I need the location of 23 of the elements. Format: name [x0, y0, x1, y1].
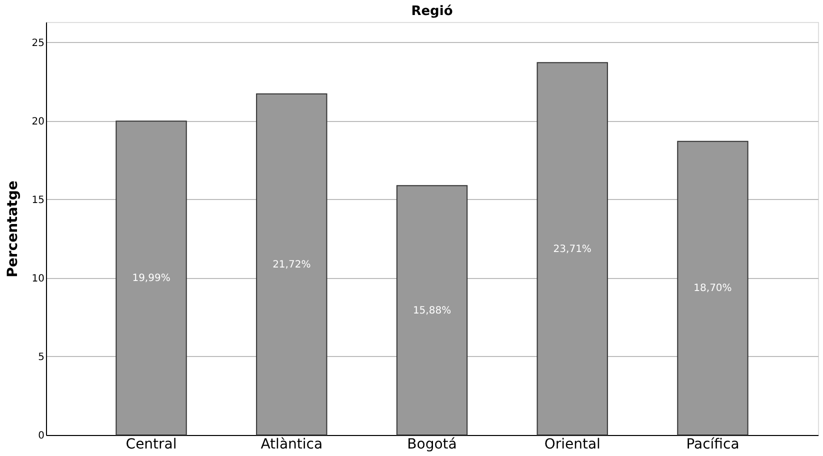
bar	[677, 140, 748, 436]
x-tick-label: Pacífica	[686, 436, 740, 452]
bar	[256, 93, 328, 436]
data-label: 15,88%	[412, 305, 452, 316]
bar	[396, 185, 468, 436]
y-tick-label: 0	[38, 430, 44, 442]
bar	[536, 62, 608, 436]
bar	[116, 120, 187, 436]
x-tick-label: Oriental	[544, 436, 600, 452]
y-tick-label: 10	[32, 273, 44, 284]
data-label: 18,70%	[694, 283, 732, 294]
data-label: 21,72%	[272, 259, 311, 270]
y-axis-title: Percentatge	[4, 180, 21, 278]
data-label: 23,71%	[553, 244, 592, 255]
y-tick-label: 5	[38, 352, 44, 363]
y-tick-label: 25	[32, 38, 44, 49]
x-tick-label: Atlàntica	[260, 436, 323, 452]
x-tick-label: Bogotá	[407, 436, 457, 452]
y-tick-label: 20	[32, 116, 44, 128]
y-tick-label: 15	[32, 194, 44, 206]
chart-title: Regió	[411, 4, 453, 19]
data-label: 19,99%	[132, 273, 170, 284]
x-tick-label: Central	[126, 436, 177, 452]
